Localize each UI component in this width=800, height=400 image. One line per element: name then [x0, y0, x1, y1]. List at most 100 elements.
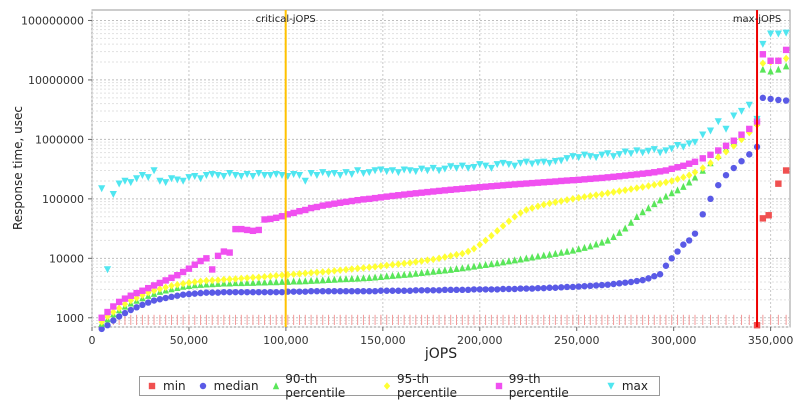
data-point: [459, 286, 466, 294]
data-point: [319, 202, 326, 209]
data-point: [610, 233, 617, 241]
data-point: [98, 318, 105, 326]
data-point: [569, 283, 577, 291]
data-point: [668, 255, 675, 262]
data-point: [424, 268, 431, 276]
data-point: [179, 177, 187, 185]
legend-marker: [384, 382, 391, 390]
data-point: [278, 288, 286, 296]
data-point: [209, 276, 216, 285]
data-point: [249, 227, 257, 235]
data-point: [476, 286, 483, 293]
data-point: [435, 287, 443, 294]
data-point: [575, 176, 582, 184]
data-point: [470, 164, 478, 172]
data-point: [746, 151, 753, 158]
data-point: [685, 140, 693, 148]
data-point: [540, 251, 547, 259]
data-point: [412, 258, 419, 266]
grid: [91, 10, 790, 328]
data-point: [412, 287, 419, 294]
data-point: [162, 283, 169, 292]
data-point: [342, 198, 350, 206]
data-point: [563, 155, 571, 163]
data-point: [214, 289, 222, 296]
data-point: [674, 175, 681, 183]
legend-label: median: [213, 379, 259, 393]
data-point: [418, 269, 425, 277]
data-point: [459, 185, 466, 192]
y-ticks: 1000 10000 100000 1000000 10000000 100000000: [21, 14, 92, 325]
data-point: [348, 265, 356, 273]
data-point: [360, 264, 367, 272]
data-point: [371, 287, 379, 295]
data-point: [546, 178, 553, 186]
data-point: [464, 185, 472, 192]
data-point: [325, 201, 332, 208]
data-point: [243, 278, 251, 286]
data-point: [552, 284, 559, 291]
data-point: [621, 224, 629, 232]
data-point: [581, 193, 588, 201]
data-point: [511, 285, 518, 293]
data-point: [775, 57, 782, 64]
data-point: [302, 269, 309, 278]
data-point: [738, 131, 745, 138]
data-point: [662, 262, 670, 269]
data-point: [699, 131, 707, 139]
data-point: [191, 173, 199, 181]
data-point: [775, 180, 782, 187]
data-point: [435, 187, 443, 195]
data-point: [360, 287, 367, 295]
data-point: [406, 259, 414, 267]
data-point: [220, 275, 228, 284]
data-point: [633, 277, 641, 285]
data-point: [782, 54, 790, 63]
data-point: [453, 265, 460, 273]
data-point: [197, 289, 204, 297]
data-point: [371, 194, 379, 202]
data-point: [121, 177, 129, 185]
data-point: [290, 288, 297, 295]
data-point: [505, 257, 513, 265]
data-point: [98, 185, 106, 193]
data-point: [592, 282, 600, 289]
legend-symbol: [607, 382, 615, 390]
data-point: [581, 176, 588, 183]
data-point: [348, 170, 356, 178]
data-point: [499, 182, 507, 189]
data-point: [377, 194, 385, 201]
data-point: [342, 169, 350, 177]
data-point: [482, 183, 489, 190]
data-point: [389, 192, 396, 200]
data-point: [540, 158, 548, 166]
y-tick-label: 100000: [42, 193, 84, 206]
data-point: [261, 288, 268, 296]
data-point: [534, 284, 542, 292]
data-point: [604, 150, 612, 158]
data-point: [563, 283, 571, 291]
data-point: [324, 170, 333, 178]
data-point: [365, 169, 373, 177]
data-point: [179, 268, 187, 276]
data-point: [575, 245, 582, 253]
data-point: [765, 212, 772, 219]
data-point: [174, 272, 181, 279]
data-point: [383, 287, 390, 294]
data-point: [214, 252, 222, 260]
data-point: [505, 217, 513, 226]
data-point: [707, 159, 714, 167]
data-point: [534, 202, 542, 211]
data-point: [284, 211, 292, 218]
data-point: [197, 257, 204, 265]
data-point: [782, 46, 790, 54]
data-point: [191, 278, 198, 286]
data-point: [586, 153, 594, 161]
data-point: [295, 171, 304, 179]
data-point: [759, 94, 767, 102]
data-point: [558, 177, 565, 185]
data-point: [435, 254, 443, 263]
data-point: [627, 185, 635, 193]
data-point: [621, 279, 629, 286]
